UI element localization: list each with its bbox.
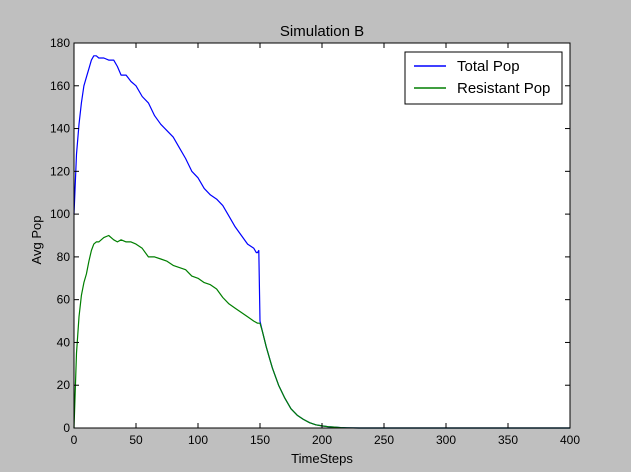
x-tick-label: 300 bbox=[436, 433, 456, 447]
y-tick-label: 140 bbox=[50, 122, 70, 136]
ticks-layer: 0 50 100 150 200 250 300 350 400 0 20 40 60 80 100 120 1… bbox=[50, 36, 580, 447]
x-tick-label: 0 bbox=[71, 433, 78, 447]
y-tick-label: 120 bbox=[50, 164, 70, 178]
series-layer bbox=[73, 55, 570, 429]
y-axis-label: Avg Pop bbox=[29, 216, 44, 265]
legend-box bbox=[404, 51, 563, 105]
y-tick-label: 180 bbox=[50, 36, 70, 50]
y-tick-label: 0 bbox=[63, 421, 70, 435]
legend-label: Total Pop bbox=[457, 58, 520, 75]
y-tick-label: 80 bbox=[57, 250, 71, 264]
x-tick-label: 250 bbox=[374, 433, 394, 447]
x-tick-label: 200 bbox=[312, 433, 332, 447]
x-tick-label: 100 bbox=[188, 433, 208, 447]
series-line-resistant-pop bbox=[73, 234, 570, 429]
x-tick-label: 150 bbox=[250, 433, 270, 447]
y-tick-label: 20 bbox=[57, 378, 71, 392]
y-tick-label: 100 bbox=[50, 207, 70, 221]
plot-area bbox=[74, 43, 570, 428]
x-tick-label: 50 bbox=[129, 433, 143, 447]
chart-title: Simulation B bbox=[280, 23, 364, 40]
legend-label: Resistant Pop bbox=[457, 80, 550, 97]
x-axis-label: TimeSteps bbox=[291, 451, 353, 466]
x-tick-label: 400 bbox=[560, 433, 580, 447]
y-tick-label: 40 bbox=[57, 335, 71, 349]
legend: Total Pop Resistant Pop bbox=[404, 51, 563, 105]
y-tick-label: 160 bbox=[50, 79, 70, 93]
x-tick-label: 350 bbox=[498, 433, 518, 447]
y-tick-label: 60 bbox=[57, 293, 71, 307]
